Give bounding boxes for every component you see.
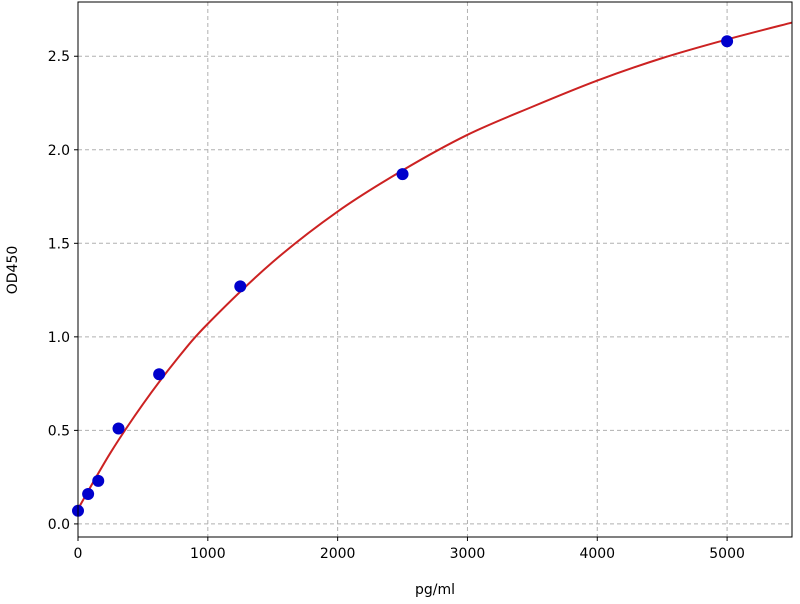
x-tick-label: 5000 — [709, 546, 745, 562]
x-tick-label: 2000 — [320, 546, 356, 562]
data-point — [112, 422, 125, 435]
data-point — [721, 35, 734, 48]
data-point — [82, 487, 95, 500]
grid — [77, 2, 792, 537]
plot-frame — [77, 1, 793, 538]
y-tick-label: 0.5 — [48, 423, 70, 439]
y-tick-label: 2.5 — [48, 49, 70, 65]
x-tick-label: 4000 — [579, 546, 615, 562]
x-tick-label: 1000 — [190, 546, 226, 562]
x-tick-label: 0 — [74, 546, 83, 562]
y-tick-label: 2.0 — [48, 143, 70, 159]
y-axis-label: OD450 — [5, 246, 21, 295]
fit-curve — [77, 21, 793, 510]
x-axis: 0 1000 2000 3000 4000 5000 — [74, 537, 745, 562]
y-tick-label: 0.0 — [48, 517, 70, 533]
x-axis-label: pg/ml — [415, 582, 455, 598]
data-point — [153, 368, 166, 381]
data-point — [234, 280, 247, 293]
y-tick-label: 1.0 — [48, 330, 70, 346]
x-tick-label: 3000 — [450, 546, 486, 562]
y-axis: 0.0 0.5 1.0 1.5 2.0 2.5 — [48, 49, 78, 533]
data-points-layer — [72, 35, 734, 517]
data-point — [396, 168, 409, 181]
y-tick-label: 1.5 — [48, 236, 70, 252]
fit-curve-layer — [77, 21, 793, 510]
data-point — [92, 474, 105, 487]
